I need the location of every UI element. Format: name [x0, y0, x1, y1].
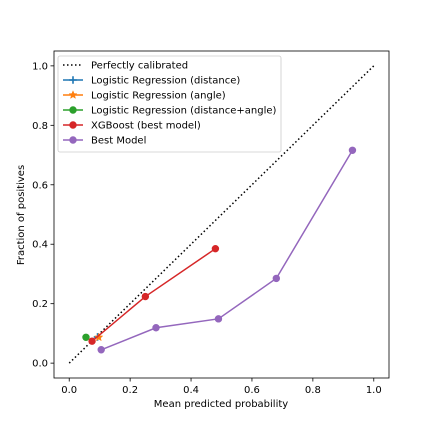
legend-marker-logistic-regression-distance-angle	[69, 106, 77, 114]
data-point-xgboost-best-model-1	[141, 292, 150, 301]
legend-marker-logistic-regression-distance	[69, 76, 77, 84]
axes: 0.0 0.2 0.4 0.6 0.8 1.0 0.0 0.2 0.4 0.6 0.8 1.0	[32, 50, 390, 396]
legend-label-xgboost-best-model: XGBoost (best model)	[91, 121, 201, 132]
legend-item-perfectly-calibrated: Perfectly calibrated	[63, 61, 188, 72]
legend: Perfectly calibrated Logistic Regression …	[57, 55, 282, 153]
data-point-logistic-regression-distance-angle-0	[82, 333, 90, 341]
series-best-model	[97, 146, 357, 354]
x-tick-label-4: 0.8	[305, 385, 321, 396]
legend-item-logistic-regression-distance: Logistic Regression (distance)	[63, 76, 240, 87]
data-point-best-model-1	[152, 324, 160, 332]
series-xgboost-best-model	[88, 244, 220, 345]
data-point-best-model-4	[348, 146, 357, 154]
x-tick-label-1: 0.2	[122, 385, 138, 396]
data-point-best-model-2	[214, 315, 223, 323]
y-tick-label-3: 0.6	[32, 180, 48, 191]
data-point-xgboost-best-model-2	[211, 244, 220, 253]
legend-marker-logistic-regression-angle	[68, 90, 78, 99]
x-tick-label-0: 0.0	[61, 385, 77, 396]
legend-marker-xgboost-best-model	[69, 121, 77, 129]
legend-box	[57, 55, 282, 153]
plot-area	[68, 65, 375, 364]
y-tick-label-5: 1.0	[32, 61, 48, 72]
series-logistic-regression-distance-angle	[82, 333, 90, 341]
legend-label-logistic-regression-angle: Logistic Regression (angle)	[91, 91, 226, 102]
legend-item-logistic-regression-distance-angle: Logistic Regression (distance+angle)	[63, 106, 276, 117]
plot-frame	[53, 50, 390, 379]
series-logistic-regression-angle	[94, 332, 104, 342]
data-point-best-model-3	[272, 274, 281, 283]
x-tick-label-2: 0.4	[183, 385, 199, 396]
y-tick-label-1: 0.2	[32, 299, 48, 310]
legend-label-logistic-regression-distance: Logistic Regression (distance)	[91, 76, 240, 87]
y-tick-label-4: 0.8	[32, 121, 48, 132]
data-point-logistic-regression-angle-0	[94, 332, 104, 342]
data-point-xgboost-best-model-0	[88, 337, 96, 345]
series-perfectly-calibrated	[68, 65, 375, 364]
legend-label-perfectly-calibrated: Perfectly calibrated	[91, 61, 188, 72]
y-tick-label-2: 0.4	[32, 240, 48, 251]
legend-label-logistic-regression-distance-angle: Logistic Regression (distance+angle)	[91, 106, 276, 117]
x-tick-label-5: 1.0	[366, 385, 382, 396]
data-point-best-model-0	[97, 346, 105, 354]
legend-item-logistic-regression-angle: Logistic Regression (angle)	[63, 90, 226, 102]
legend-marker-best-model	[69, 136, 77, 144]
series-line-perfectly-calibrated	[68, 65, 375, 364]
x-tick-label-3: 0.6	[244, 385, 260, 396]
y-axis-label: Fraction of positives	[16, 165, 27, 265]
legend-label-best-model: Best Model	[91, 136, 146, 147]
legend-item-best-model: Best Model	[63, 136, 146, 147]
x-axis-label: Mean predicted probability	[154, 399, 288, 410]
y-tick-label-0: 0.0	[32, 359, 48, 370]
legend-item-xgboost-best-model: XGBoost (best model)	[63, 121, 201, 132]
